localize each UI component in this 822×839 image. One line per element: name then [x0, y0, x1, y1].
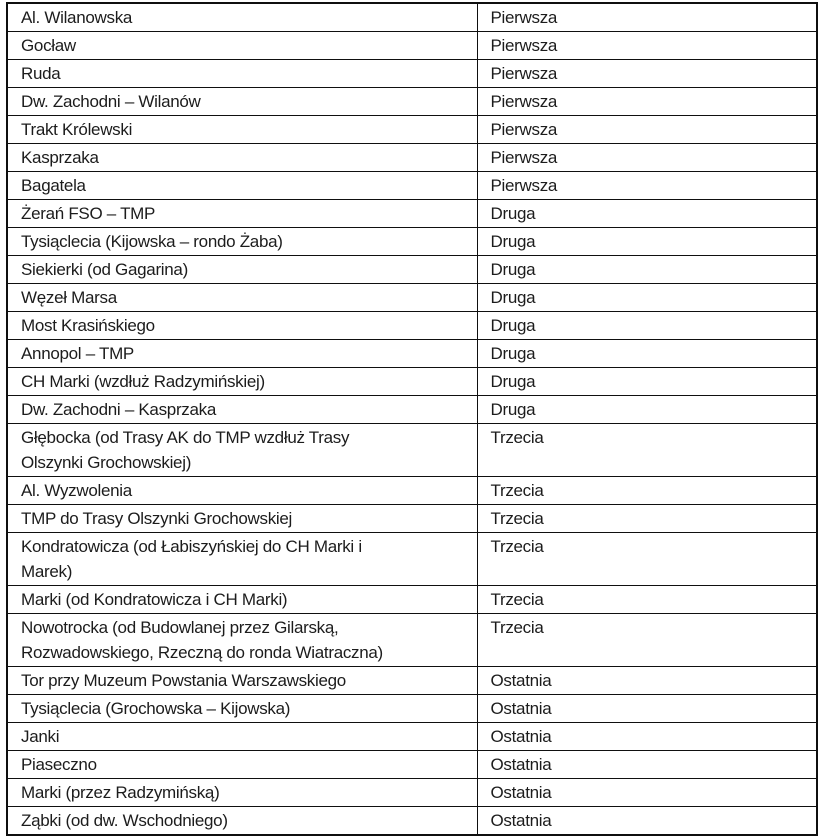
- route-name-cell: Marki (od Kondratowicza i CH Marki): [6, 585, 478, 614]
- table-row: Żerań FSO – TMP Druga: [6, 199, 818, 228]
- priority-cell: Pierwsza: [476, 115, 818, 144]
- route-name-cell: Janki: [6, 722, 478, 751]
- table-row: Most Krasińskiego Druga: [6, 311, 818, 340]
- table-row: Tysiąclecia (Grochowska – Kijowska) Osta…: [6, 694, 818, 723]
- priority-cell: Trzecia: [476, 532, 818, 586]
- table-row: Bagatela Pierwsza: [6, 171, 818, 200]
- table-row: Tysiąclecia (Kijowska – rondo Żaba) Drug…: [6, 227, 818, 256]
- table-row: Nowotrocka (od Budowlanej przez Gilarską…: [6, 613, 818, 667]
- priority-cell: Trzecia: [476, 504, 818, 533]
- table-row: Kasprzaka Pierwsza: [6, 143, 818, 172]
- priority-cell: Pierwsza: [476, 2, 818, 32]
- route-name-cell: Al. Wyzwolenia: [6, 476, 478, 505]
- route-name-cell: Głębocka (od Trasy AK do TMP wzdłuż Tras…: [6, 423, 478, 477]
- priority-cell: Druga: [476, 339, 818, 368]
- table-row: Głębocka (od Trasy AK do TMP wzdłuż Tras…: [6, 423, 818, 477]
- table-row: Dw. Zachodni – Wilanów Pierwsza: [6, 87, 818, 116]
- table-row: Janki Ostatnia: [6, 722, 818, 751]
- priority-cell: Druga: [476, 311, 818, 340]
- route-name-cell: Ruda: [6, 59, 478, 88]
- route-name-cell: Piaseczno: [6, 750, 478, 779]
- route-name-cell: Most Krasińskiego: [6, 311, 478, 340]
- table-row: Piaseczno Ostatnia: [6, 750, 818, 779]
- priority-cell: Trzecia: [476, 585, 818, 614]
- route-name-cell: Kondratowicza (od Łabiszyńskiej do CH Ma…: [6, 532, 478, 586]
- route-name-cell: Tor przy Muzeum Powstania Warszawskiego: [6, 666, 478, 695]
- table-row: Marki (przez Radzymińską) Ostatnia: [6, 778, 818, 807]
- table-row: Annopol – TMP Druga: [6, 339, 818, 368]
- priority-cell: Ostatnia: [476, 694, 818, 723]
- route-name-cell: Gocław: [6, 31, 478, 60]
- priority-cell: Druga: [476, 395, 818, 424]
- priority-cell: Ostatnia: [476, 722, 818, 751]
- priority-cell: Druga: [476, 227, 818, 256]
- route-name-cell: Trakt Królewski: [6, 115, 478, 144]
- route-name-cell: Węzeł Marsa: [6, 283, 478, 312]
- table-row: Dw. Zachodni – Kasprzaka Druga: [6, 395, 818, 424]
- route-name-cell: Kasprzaka: [6, 143, 478, 172]
- priority-table: Al. Wilanowska Pierwsza Gocław Pierwsza …: [6, 2, 818, 836]
- route-name-cell: Ząbki (od dw. Wschodniego): [6, 806, 478, 836]
- table-row: Kondratowicza (od Łabiszyńskiej do CH Ma…: [6, 532, 818, 586]
- route-name-cell: Tysiąclecia (Kijowska – rondo Żaba): [6, 227, 478, 256]
- table-body: Al. Wilanowska Pierwsza Gocław Pierwsza …: [6, 2, 818, 836]
- route-name-cell: Żerań FSO – TMP: [6, 199, 478, 228]
- table-row: Tor przy Muzeum Powstania Warszawskiego …: [6, 666, 818, 695]
- priority-cell: Pierwsza: [476, 31, 818, 60]
- priority-cell: Pierwsza: [476, 87, 818, 116]
- route-name-cell: CH Marki (wzdłuż Radzymińskiej): [6, 367, 478, 396]
- route-name-cell: Marki (przez Radzymińską): [6, 778, 478, 807]
- table-row: Ząbki (od dw. Wschodniego) Ostatnia: [6, 806, 818, 836]
- table-row: Al. Wilanowska Pierwsza: [6, 2, 818, 32]
- route-name-cell: Annopol – TMP: [6, 339, 478, 368]
- priority-cell: Trzecia: [476, 613, 818, 667]
- priority-cell: Druga: [476, 199, 818, 228]
- table-row: Gocław Pierwsza: [6, 31, 818, 60]
- priority-cell: Ostatnia: [476, 806, 818, 836]
- table-row: Siekierki (od Gagarina) Druga: [6, 255, 818, 284]
- priority-cell: Ostatnia: [476, 778, 818, 807]
- table-row: TMP do Trasy Olszynki Grochowskiej Trzec…: [6, 504, 818, 533]
- table-row: Węzeł Marsa Druga: [6, 283, 818, 312]
- table-row: Ruda Pierwsza: [6, 59, 818, 88]
- priority-cell: Ostatnia: [476, 750, 818, 779]
- table-row: Marki (od Kondratowicza i CH Marki) Trze…: [6, 585, 818, 614]
- table-row: CH Marki (wzdłuż Radzymińskiej) Druga: [6, 367, 818, 396]
- table-row: Al. Wyzwolenia Trzecia: [6, 476, 818, 505]
- priority-cell: Pierwsza: [476, 143, 818, 172]
- priority-cell: Pierwsza: [476, 171, 818, 200]
- priority-cell: Trzecia: [476, 423, 818, 477]
- priority-cell: Druga: [476, 367, 818, 396]
- priority-cell: Ostatnia: [476, 666, 818, 695]
- route-name-cell: Nowotrocka (od Budowlanej przez Gilarską…: [6, 613, 478, 667]
- route-name-cell: Siekierki (od Gagarina): [6, 255, 478, 284]
- priority-cell: Pierwsza: [476, 59, 818, 88]
- table-row: Trakt Królewski Pierwsza: [6, 115, 818, 144]
- route-name-cell: Al. Wilanowska: [6, 2, 478, 32]
- route-name-cell: Tysiąclecia (Grochowska – Kijowska): [6, 694, 478, 723]
- priority-cell: Trzecia: [476, 476, 818, 505]
- route-name-cell: Dw. Zachodni – Wilanów: [6, 87, 478, 116]
- route-name-cell: Dw. Zachodni – Kasprzaka: [6, 395, 478, 424]
- priority-cell: Druga: [476, 283, 818, 312]
- priority-cell: Druga: [476, 255, 818, 284]
- route-name-cell: Bagatela: [6, 171, 478, 200]
- route-name-cell: TMP do Trasy Olszynki Grochowskiej: [6, 504, 478, 533]
